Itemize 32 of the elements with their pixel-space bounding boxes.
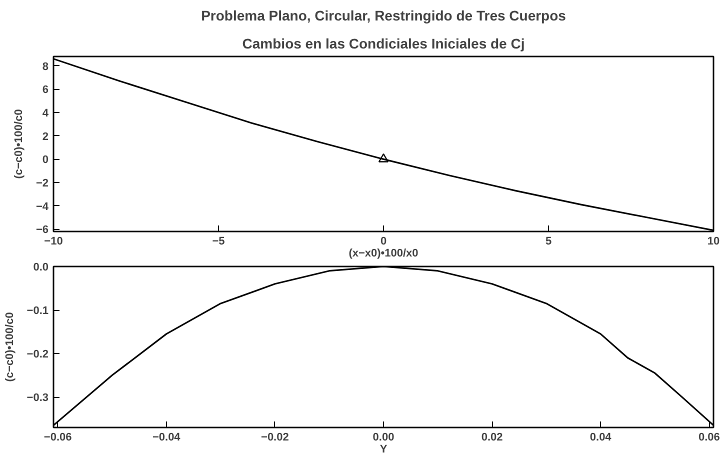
y-axis-title: (c−c0)•100/c0 [12, 109, 25, 179]
y-tick-label: 2 [42, 130, 49, 143]
y-tick-label: −4 [36, 200, 50, 213]
y-tick-label: −2 [36, 178, 49, 190]
y-tick-label: 4 [42, 108, 50, 120]
y-tick-label: −0.3 [26, 392, 49, 404]
y-tick-label: 8 [42, 60, 49, 73]
y-axis-title: (c−c0)•100/c0 [4, 312, 16, 382]
x-axis-title: Y [380, 444, 388, 456]
chart-subtitle: Cambios en las Condiciales Iniciales de Cj [242, 36, 525, 52]
y-tick-label: −0.2 [26, 348, 49, 361]
x-tick-label: −0.04 [152, 432, 182, 444]
y-tick-label: 0.0 [33, 262, 49, 274]
x-tick-label: 0.06 [698, 432, 720, 444]
line-series [54, 266, 714, 426]
y-tick-label: −0.1 [26, 305, 49, 318]
chart-title: Problema Plano, Circular, Restringido de Tres Cuerpos [201, 8, 566, 24]
x-tick-label: 0.04 [590, 432, 612, 444]
x-tick-label: 0.00 [372, 432, 394, 444]
x-tick-label: 5 [545, 236, 552, 248]
x-axis-title: (x−x0)•100/x0 [348, 248, 418, 260]
x-tick-label: 0 [380, 236, 387, 248]
x-tick-label: −10 [44, 236, 63, 248]
x-tick-label: −5 [212, 236, 225, 248]
x-tick-label: −0.06 [44, 432, 72, 444]
x-tick-label: 0.02 [481, 432, 503, 444]
line-series [54, 58, 714, 232]
y-tick-label: 6 [42, 84, 49, 96]
x-tick-label: 10 [707, 236, 720, 248]
y-tick-label: −6 [36, 224, 49, 236]
y-tick-label: 0 [42, 154, 49, 166]
x-tick-label: −0.02 [261, 432, 289, 444]
